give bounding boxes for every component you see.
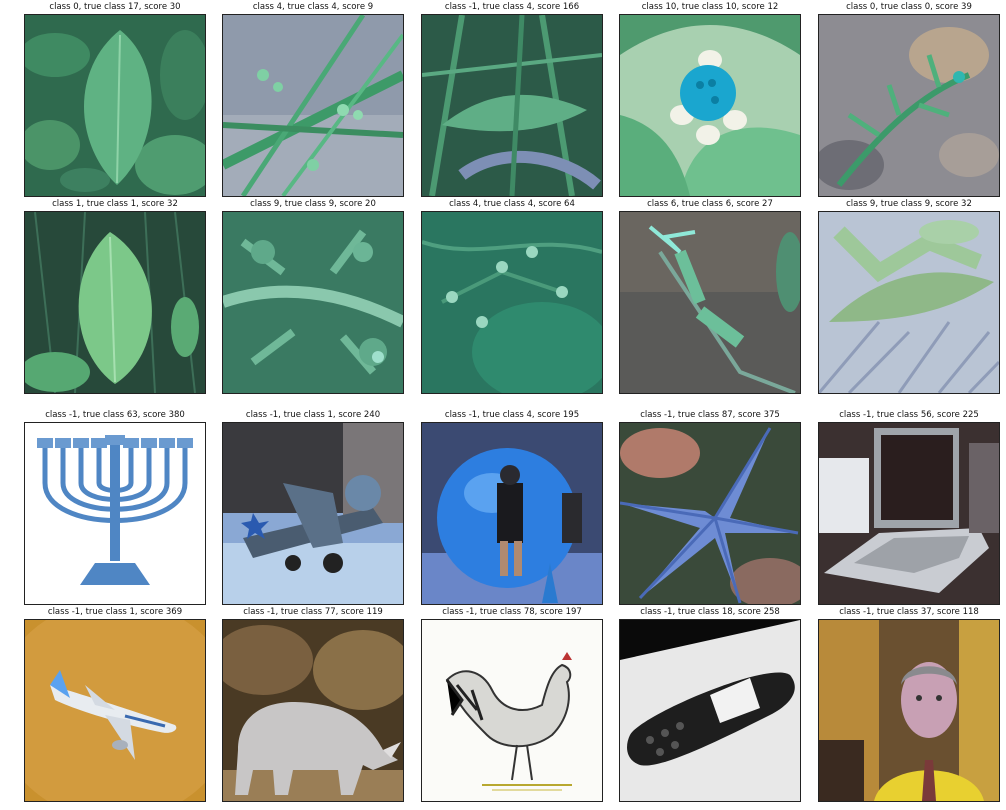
cell-title: class -1, true class 78, score 197 bbox=[442, 607, 582, 617]
cell-title: class -1, true class 1, score 240 bbox=[245, 410, 381, 420]
starfish-image bbox=[619, 422, 801, 605]
airplane-hangar-image bbox=[222, 422, 404, 605]
cell-title: class 1, true class 1, score 32 bbox=[52, 199, 178, 209]
blue-flower-image bbox=[619, 14, 801, 197]
cell-title: class -1, true class 77, score 119 bbox=[243, 607, 383, 617]
grass-flowers-image bbox=[222, 14, 404, 197]
plant-leaves-image bbox=[24, 14, 206, 197]
cell-title: class -1, true class 4, score 195 bbox=[444, 410, 580, 420]
laptop-image bbox=[818, 422, 1000, 605]
cell-title: class 4, true class 4, score 64 bbox=[449, 199, 575, 209]
thistle-bud-image bbox=[619, 211, 801, 394]
cell-title: class -1, true class 4, score 166 bbox=[444, 2, 580, 12]
single-leaf-image bbox=[24, 211, 206, 394]
cell-title: class -1, true class 37, score 118 bbox=[839, 607, 979, 617]
cell-title: class 6, true class 6, score 27 bbox=[647, 199, 773, 209]
plant-on-rocks-image bbox=[818, 14, 1000, 197]
cell-title: class 0, true class 0, score 39 bbox=[846, 2, 972, 12]
grass-leaves-image bbox=[421, 14, 603, 197]
cell-title: class 0, true class 17, score 30 bbox=[49, 2, 181, 12]
cell-title: class -1, true class 1, score 369 bbox=[47, 607, 183, 617]
cell-title: class -1, true class 87, score 375 bbox=[640, 410, 780, 420]
thistle-plant-image bbox=[222, 211, 404, 394]
flower-buds-image bbox=[421, 211, 603, 394]
cell-title: class -1, true class 56, score 225 bbox=[839, 410, 979, 420]
airliner-image bbox=[24, 619, 206, 802]
cell-title: class -1, true class 18, score 258 bbox=[640, 607, 780, 617]
cell-title: class 9, true class 9, score 32 bbox=[846, 199, 972, 209]
cell-title: class 10, true class 10, score 12 bbox=[641, 2, 779, 12]
cellphone-image bbox=[619, 619, 801, 802]
cell-title: class 4, true class 4, score 9 bbox=[252, 2, 374, 12]
blue-ball-image bbox=[421, 422, 603, 605]
known-class-grid: class 0, true class 17, score 30 class 4… bbox=[0, 0, 1006, 396]
unknown-class-grid: class -1, true class 63, score 380 bbox=[0, 408, 1006, 810]
rhinoceros-image bbox=[222, 619, 404, 802]
man-portrait-image bbox=[818, 619, 1000, 802]
rooster-sketch-image bbox=[421, 619, 603, 802]
menorah-image bbox=[24, 422, 206, 605]
cell-title: class -1, true class 63, score 380 bbox=[45, 410, 185, 420]
spiky-plant-image bbox=[818, 211, 1000, 394]
cell-title: class 9, true class 9, score 20 bbox=[250, 199, 376, 209]
